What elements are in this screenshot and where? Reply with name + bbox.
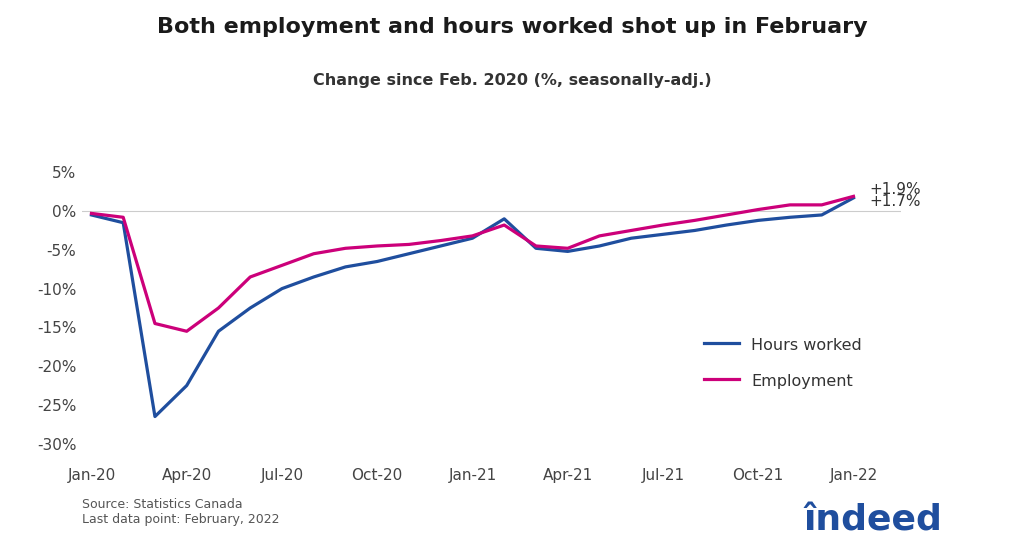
Text: Change since Feb. 2020 (%, seasonally-adj.): Change since Feb. 2020 (%, seasonally-ad… — [312, 73, 712, 88]
Text: Source: Statistics Canada
Last data point: February, 2022: Source: Statistics Canada Last data poin… — [82, 498, 280, 526]
Legend: Hours worked, Employment: Hours worked, Employment — [697, 330, 868, 395]
Text: îndeed: îndeed — [803, 503, 942, 538]
Text: +1.9%: +1.9% — [869, 182, 921, 197]
Text: +1.7%: +1.7% — [869, 194, 921, 209]
Text: Both employment and hours worked shot up in February: Both employment and hours worked shot up… — [157, 17, 867, 37]
